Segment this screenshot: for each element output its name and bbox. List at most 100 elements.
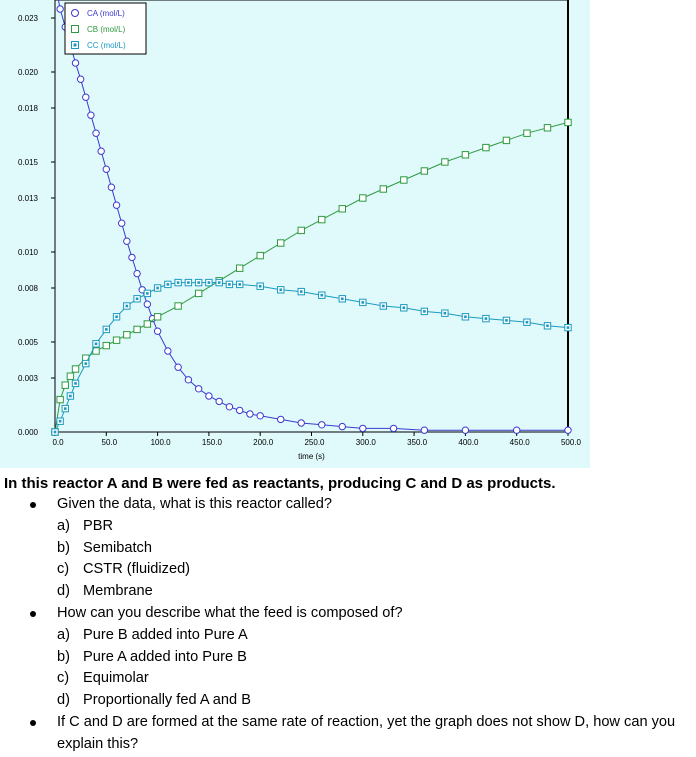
option-list: a) Pure B added into Pure A b) Pure A added…	[57, 625, 696, 712]
data-point-cc-center	[340, 297, 344, 301]
data-point-cb	[359, 194, 367, 202]
option-list: a) PBR b) Semibatch c) CSTR (fluidized) d) Memb…	[57, 516, 696, 603]
data-point-cb	[235, 264, 244, 272]
y-tick-label: 0.023	[18, 14, 39, 23]
data-point-cc-center	[546, 324, 549, 328]
data-point-cb	[420, 167, 429, 175]
data-point-cc-center	[566, 326, 570, 329]
data-point-ca	[76, 75, 85, 83]
data-point-cc-center	[197, 281, 200, 284]
option-text: CSTR (fluidized)	[83, 561, 191, 578]
data-point-cb	[123, 331, 131, 339]
data-point-cc-center	[176, 281, 180, 284]
x-tick-label: 250.0	[304, 438, 325, 447]
x-tick-label: 150.0	[202, 438, 223, 447]
option-text: Membrane	[83, 583, 153, 600]
data-point-cc-center	[105, 328, 108, 331]
concentration-chart: 0.000 0.003 0.005 0.008 0.010 0.013 0.015 0.018…	[0, 0, 590, 468]
option-text: Proportionally fed A and B	[83, 692, 251, 709]
data-point-cc-center	[238, 283, 241, 286]
y-tick-label: 0.013	[18, 194, 39, 203]
data-point-cc-center	[228, 283, 231, 286]
x-tick-label: 500.0	[561, 438, 582, 447]
answer-option: c) Equimolar	[57, 668, 696, 690]
option-letter: c)	[57, 670, 70, 687]
x-tick-label: 200.0	[253, 438, 274, 447]
data-point-ca	[143, 300, 152, 308]
data-point-cb	[256, 251, 264, 260]
data-point-ca	[92, 129, 100, 137]
data-point-cb	[502, 136, 511, 145]
data-point-cb	[112, 336, 121, 344]
data-point-ca	[235, 406, 244, 415]
data-point-ca	[164, 347, 172, 355]
answer-option: c) CSTR (fluidized)	[57, 559, 696, 581]
data-point-cb	[379, 185, 388, 193]
data-point-cc-center	[187, 281, 190, 284]
data-point-ca	[297, 419, 305, 427]
data-point-cc-center	[279, 288, 283, 292]
data-point-cb	[66, 372, 75, 380]
data-point-ca	[420, 426, 429, 434]
data-point-cc-center	[258, 284, 262, 288]
data-point-ca	[205, 392, 213, 400]
data-point-cb	[297, 226, 305, 235]
data-point-cc-center	[320, 293, 324, 297]
legend-label: CB (mol/L)	[87, 25, 126, 34]
data-point-cc-center	[464, 315, 467, 319]
x-tick-label: 100.0	[151, 438, 172, 447]
data-point-ca	[174, 363, 182, 371]
option-letter: a)	[57, 626, 70, 643]
data-point-ca	[256, 412, 264, 420]
data-point-ca	[87, 111, 95, 119]
data-point-cc-center	[53, 430, 57, 434]
data-point-cc-center	[299, 290, 303, 293]
data-point-cb	[400, 176, 408, 184]
bullet-icon	[30, 502, 36, 508]
data-point-ca	[215, 397, 223, 406]
data-point-cc-center	[382, 304, 385, 308]
y-tick-label: 0.003	[18, 374, 39, 383]
data-point-cb	[318, 215, 326, 224]
data-point-cb	[523, 129, 531, 137]
question-item: If C and D are formed at the same rate o…	[0, 712, 696, 756]
question-text: Given the data, what is this reactor cal…	[57, 496, 332, 512]
answer-option: a) PBR	[57, 516, 696, 538]
data-point-ca	[71, 59, 80, 67]
data-point-cb	[174, 302, 182, 310]
data-point-cc-center	[217, 281, 221, 284]
data-point-ca	[82, 93, 90, 101]
data-point-ca	[184, 376, 193, 384]
data-point-ca	[153, 327, 162, 335]
data-point-cc-center	[74, 382, 77, 385]
data-point-cb	[61, 381, 69, 389]
data-point-cc-center	[156, 286, 159, 290]
answer-option: a) Pure B added into Pure A	[57, 625, 696, 647]
option-letter: b)	[57, 539, 70, 556]
question-block: In this reactor A and B were fed as reac…	[0, 474, 696, 756]
data-point-cc-center	[443, 311, 447, 315]
data-point-ca	[461, 426, 470, 434]
question-item: How can you describe what the feed is co…	[0, 603, 696, 712]
answer-option: b) Semibatch	[57, 538, 696, 560]
data-point-cc-center	[125, 304, 129, 308]
data-point-ca	[128, 253, 136, 262]
option-text: PBR	[83, 517, 114, 534]
option-letter: c)	[57, 561, 70, 578]
data-point-cb	[143, 320, 152, 328]
y-tick-label: 0.010	[18, 248, 39, 257]
data-point-cb	[441, 158, 449, 166]
legend-label: CA (mol/L)	[87, 9, 125, 18]
x-tick-label: 50.0	[102, 438, 118, 447]
data-point-cb	[133, 325, 141, 334]
answer-option: b) Pure A added into Pure B	[57, 647, 696, 669]
data-point-ca	[389, 424, 398, 433]
y-tick-label: 0.008	[18, 284, 39, 293]
data-point-cc-center	[58, 419, 62, 423]
data-point-cc-center	[423, 310, 426, 313]
data-point-cc-center	[135, 297, 139, 301]
legend-marker-ca	[71, 9, 79, 17]
data-point-cc-center	[484, 317, 488, 320]
question-text: How can you describe what the feed is co…	[57, 604, 403, 621]
data-point-cc-center	[69, 394, 72, 398]
